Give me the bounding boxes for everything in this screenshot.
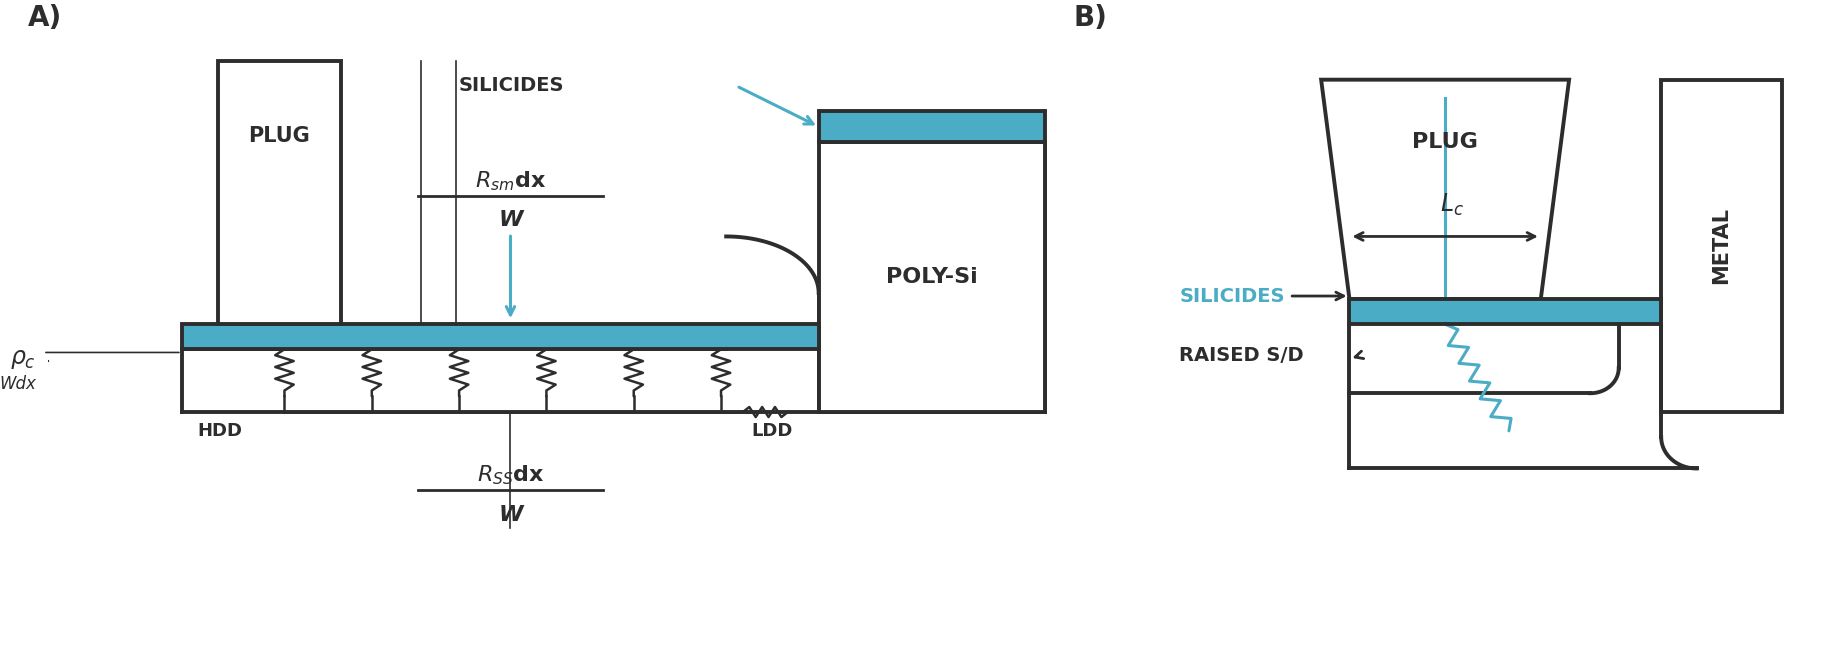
- Text: $R_{sm}$dx: $R_{sm}$dx: [474, 169, 545, 193]
- Text: METAL: METAL: [1710, 208, 1730, 284]
- Text: $\rho_c$: $\rho_c$: [9, 347, 35, 370]
- Text: SILICIDES: SILICIDES: [1179, 286, 1283, 305]
- Text: PLUG: PLUG: [248, 126, 310, 146]
- Text: $R_{SS}$dx: $R_{SS}$dx: [476, 464, 543, 488]
- Text: W: W: [498, 210, 523, 230]
- Polygon shape: [1320, 79, 1568, 299]
- Bar: [1349, 299, 1661, 324]
- Text: LDD: LDD: [751, 422, 793, 440]
- Text: RAISED S/D: RAISED S/D: [1179, 346, 1303, 365]
- Bar: [1661, 79, 1781, 412]
- Text: Wdx: Wdx: [0, 375, 36, 393]
- Bar: [819, 143, 1045, 412]
- Text: SILICIDES: SILICIDES: [459, 76, 565, 96]
- Bar: [182, 324, 819, 350]
- Bar: [819, 111, 1045, 143]
- Text: HDD: HDD: [197, 422, 242, 440]
- Text: A): A): [27, 5, 62, 33]
- Text: POLY-Si: POLY-Si: [886, 267, 977, 287]
- Text: PLUG: PLUG: [1411, 132, 1477, 152]
- Text: B): B): [1072, 5, 1107, 33]
- Bar: [217, 61, 341, 324]
- Text: W: W: [498, 505, 523, 525]
- Text: $L_c$: $L_c$: [1440, 191, 1464, 217]
